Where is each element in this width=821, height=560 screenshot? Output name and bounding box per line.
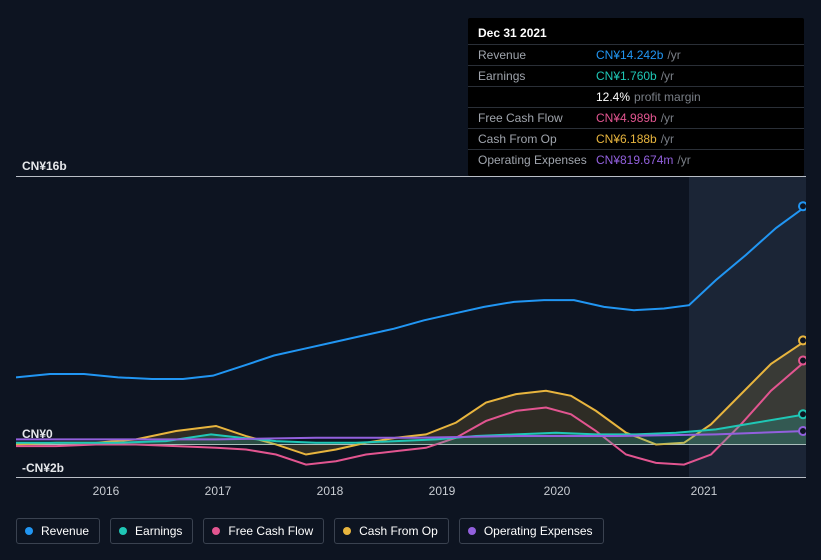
legend-label: Cash From Op	[359, 524, 438, 538]
tooltip-row-label: Earnings	[478, 69, 596, 83]
tooltip-row-label: Cash From Op	[478, 132, 596, 146]
tooltip-row-per: /yr	[661, 132, 674, 146]
tooltip-row-label: Free Cash Flow	[478, 111, 596, 125]
tooltip-row-per: /yr	[677, 153, 690, 167]
tooltip-row-value: CN¥14.242b	[596, 48, 663, 62]
legend-item[interactable]: Free Cash Flow	[203, 518, 324, 544]
y-axis-tick: CN¥0	[22, 427, 53, 441]
tooltip-row-label: Revenue	[478, 48, 596, 62]
tooltip-row: Operating ExpensesCN¥819.674m/yr	[468, 149, 804, 170]
tooltip-row-per: /yr	[661, 69, 674, 83]
legend-label: Earnings	[135, 524, 182, 538]
chart-legend: Revenue Earnings Free Cash Flow Cash From O…	[16, 518, 604, 544]
legend-swatch	[343, 527, 351, 535]
legend-label: Operating Expenses	[484, 524, 593, 538]
legend-swatch	[468, 527, 476, 535]
tooltip-row-per: profit margin	[634, 90, 701, 104]
legend-item[interactable]: Cash From Op	[334, 518, 449, 544]
legend-item[interactable]: Revenue	[16, 518, 100, 544]
tooltip-row-per: /yr	[661, 111, 674, 125]
legend-label: Free Cash Flow	[228, 524, 313, 538]
tooltip-row-value: CN¥819.674m	[596, 153, 673, 167]
legend-swatch	[25, 527, 33, 535]
x-axis-tick: 2018	[317, 484, 344, 498]
legend-item[interactable]: Operating Expenses	[459, 518, 604, 544]
tooltip-row-label: Operating Expenses	[478, 153, 596, 167]
x-axis-tick: 2020	[544, 484, 571, 498]
tooltip-row: Cash From OpCN¥6.188b/yr	[468, 128, 804, 149]
x-axis-tick: 2016	[93, 484, 120, 498]
tooltip-row-value: CN¥1.760b	[596, 69, 657, 83]
tooltip-row-value: CN¥6.188b	[596, 132, 657, 146]
tooltip-row-per: /yr	[667, 48, 680, 62]
tooltip-row: 12.4% profit margin	[468, 86, 804, 107]
legend-swatch	[212, 527, 220, 535]
tooltip-row-label	[478, 90, 596, 104]
tooltip-row: RevenueCN¥14.242b/yr	[468, 44, 804, 65]
x-axis-tick: 2017	[205, 484, 232, 498]
legend-label: Revenue	[41, 524, 89, 538]
tooltip-row: Free Cash FlowCN¥4.989b/yr	[468, 107, 804, 128]
tooltip-date: Dec 31 2021	[468, 24, 804, 44]
tooltip-row-value: CN¥4.989b	[596, 111, 657, 125]
y-axis-tick: CN¥16b	[22, 159, 67, 173]
x-axis-tick: 2019	[429, 484, 456, 498]
tooltip-row: EarningsCN¥1.760b/yr	[468, 65, 804, 86]
chart-tooltip: Dec 31 2021 RevenueCN¥14.242b/yrEarnings…	[468, 18, 804, 176]
tooltip-row-value: 12.4%	[596, 90, 630, 104]
y-axis-tick: -CN¥2b	[22, 461, 64, 475]
legend-swatch	[119, 527, 127, 535]
chart-plot[interactable]	[16, 176, 806, 478]
x-axis-tick: 2021	[691, 484, 718, 498]
legend-item[interactable]: Earnings	[110, 518, 193, 544]
